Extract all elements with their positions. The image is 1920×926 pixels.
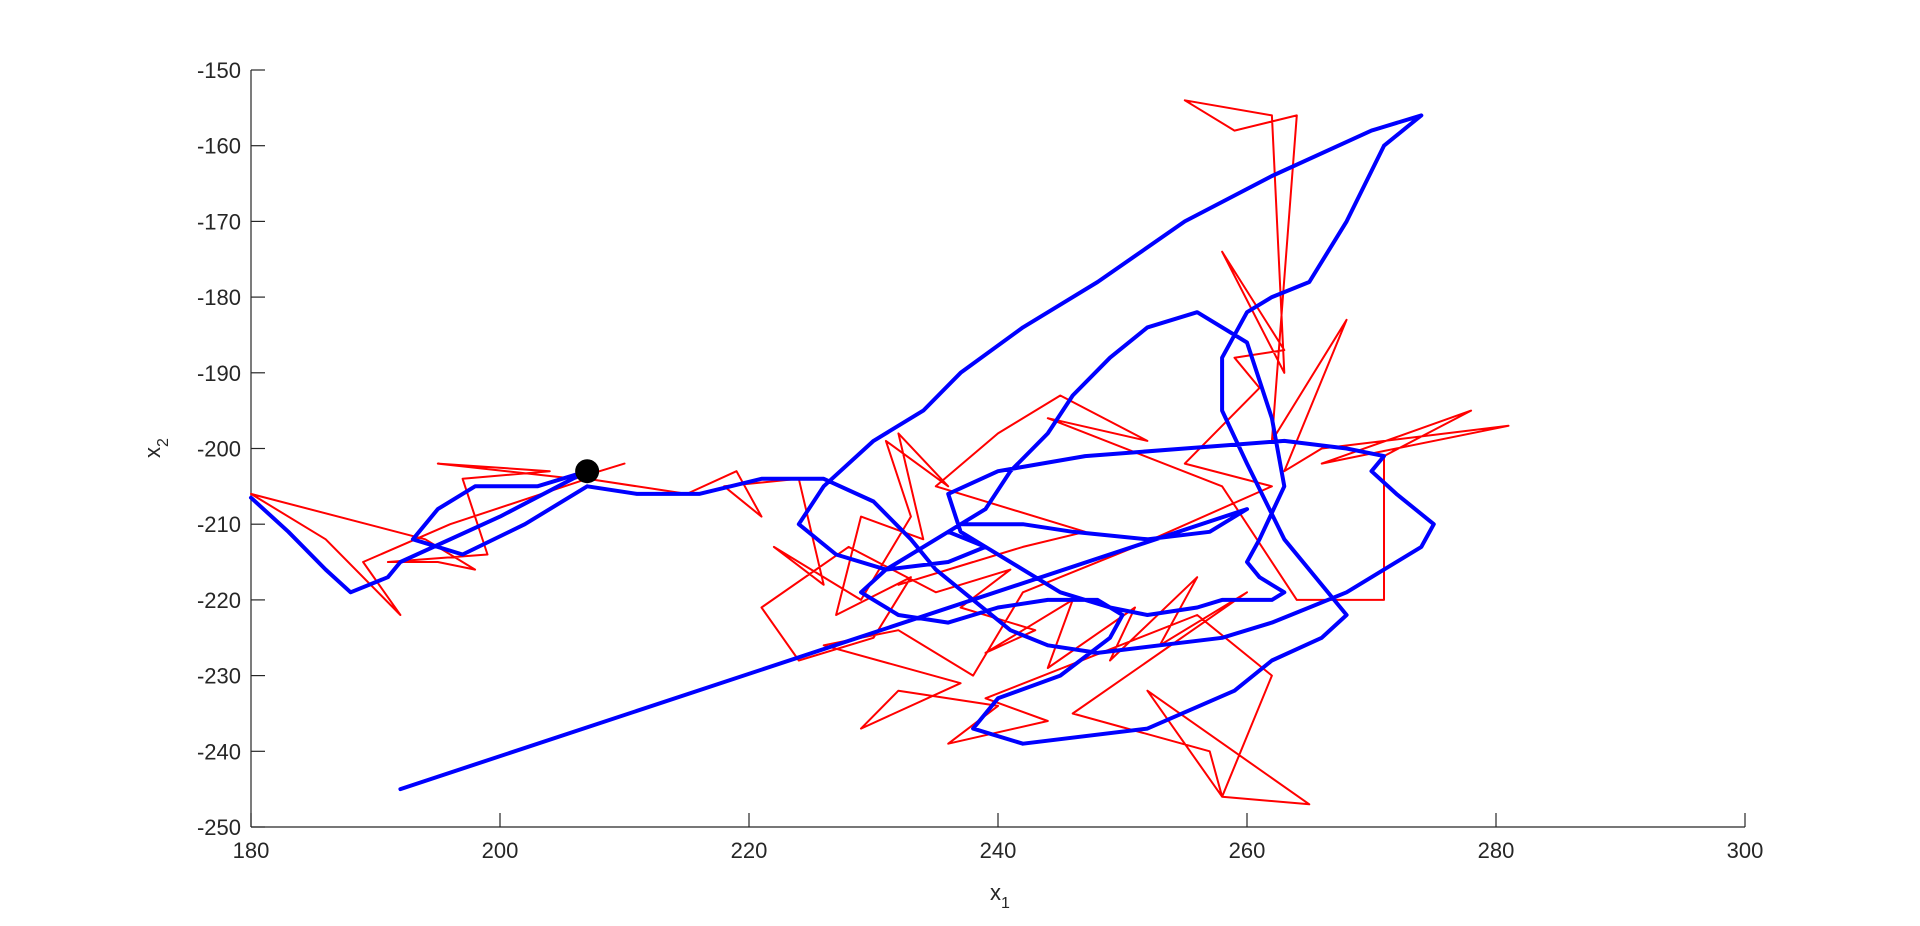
y-tick-label: -250 bbox=[197, 815, 241, 840]
x-tick-label: 180 bbox=[233, 838, 270, 863]
x-tick-label: 260 bbox=[1229, 838, 1266, 863]
y-tick-label: -220 bbox=[197, 588, 241, 613]
x-tick-label: 300 bbox=[1727, 838, 1764, 863]
y-tick-label: -170 bbox=[197, 209, 241, 234]
ylabel-label-text: x bbox=[140, 447, 165, 458]
xlabel-label-subscript: 1 bbox=[1001, 895, 1010, 912]
y-tick-label: -150 bbox=[197, 58, 241, 83]
y-tick-label: -230 bbox=[197, 664, 241, 689]
y-tick-label: -160 bbox=[197, 134, 241, 159]
ylabel-label-subscript: 2 bbox=[155, 438, 172, 447]
y-tick-label: -210 bbox=[197, 512, 241, 537]
y-tick-label: -240 bbox=[197, 739, 241, 764]
xlabel-label-text: x bbox=[990, 880, 1001, 905]
data-line bbox=[249, 113, 1436, 792]
y-tick-label: -190 bbox=[197, 361, 241, 386]
x-tick-label: 280 bbox=[1478, 838, 1515, 863]
x-tick-label: 200 bbox=[482, 838, 519, 863]
x-tick-label: 240 bbox=[980, 838, 1017, 863]
xlabel-label: x1 bbox=[990, 880, 1010, 912]
y-tick-label: -200 bbox=[197, 437, 241, 462]
y-tick-label: -180 bbox=[197, 285, 241, 310]
ylabel-label: x2 bbox=[140, 438, 172, 458]
x-tick-label: 220 bbox=[731, 838, 768, 863]
start-marker bbox=[575, 459, 600, 484]
data-line bbox=[250, 99, 1510, 806]
